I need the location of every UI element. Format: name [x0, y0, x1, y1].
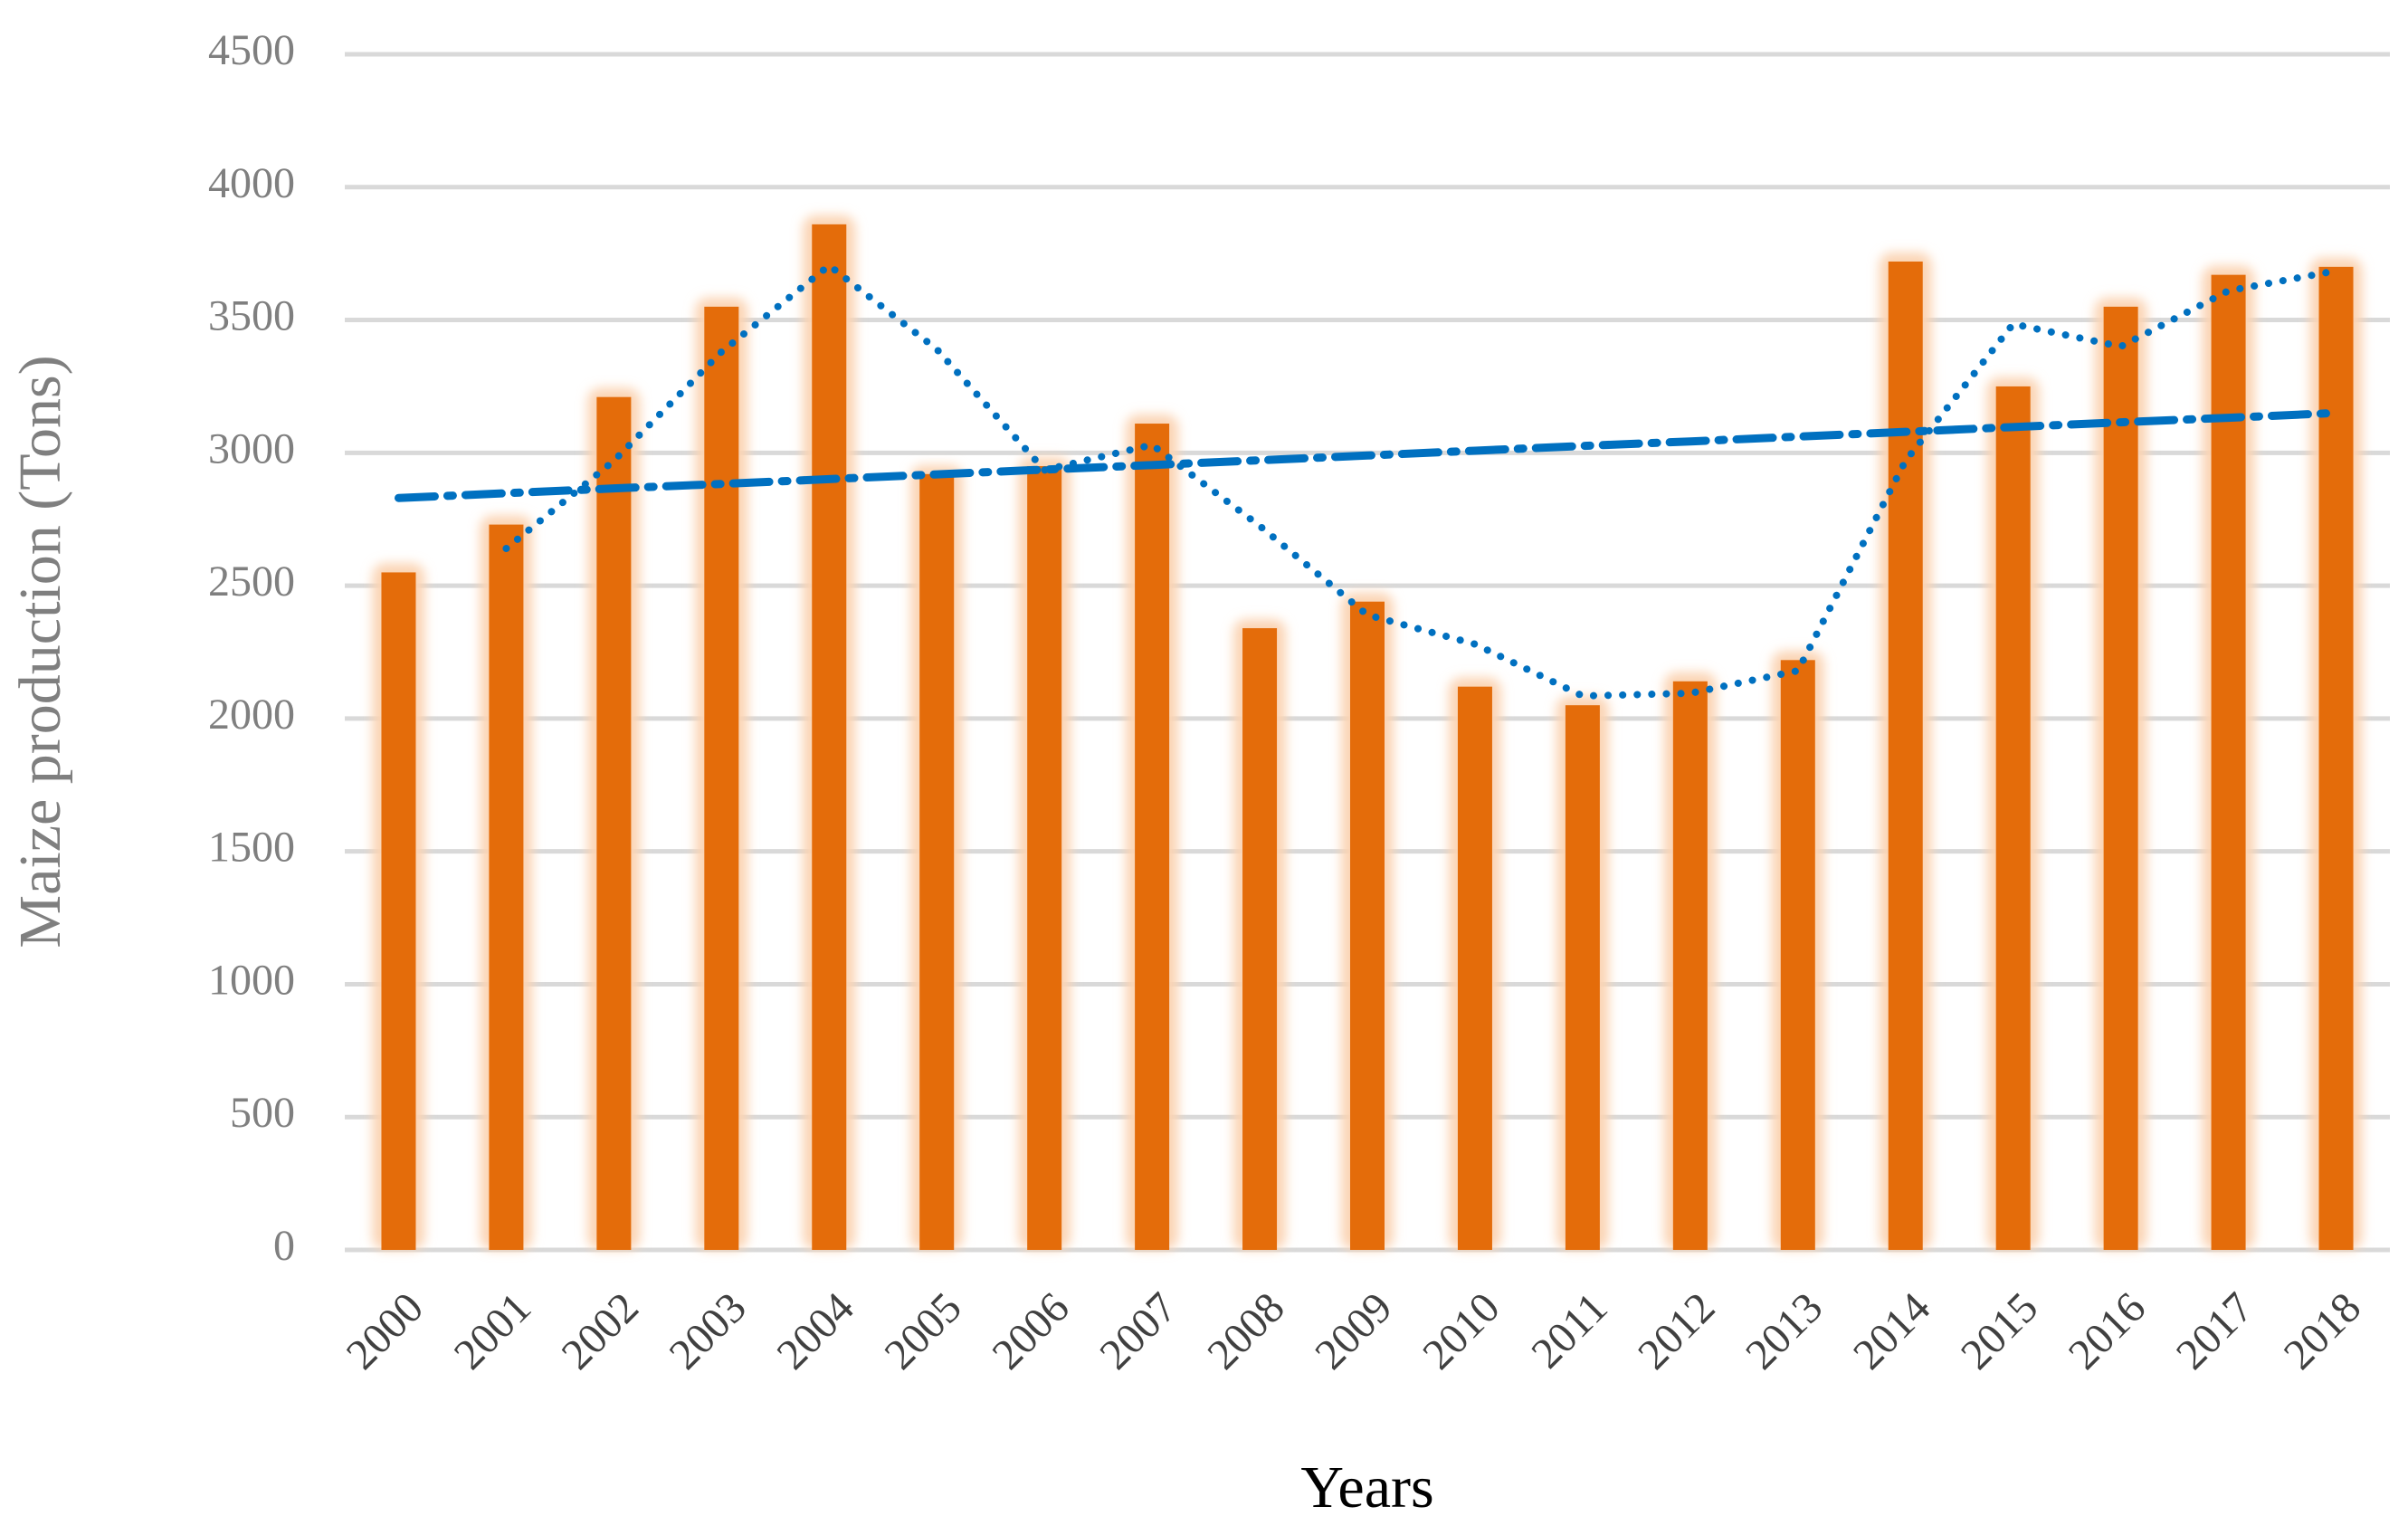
- y-axis-title: Maize production (Tons): [7, 355, 73, 948]
- y-tick-label: 4500: [208, 26, 295, 74]
- bar: [2211, 274, 2246, 1250]
- y-tick-label: 2000: [208, 691, 295, 739]
- overlay-line: [394, 408, 2341, 502]
- x-tick-label: 2011: [1522, 1283, 1616, 1378]
- x-tick-label: 2016: [2060, 1283, 2155, 1378]
- y-tick-label: 4000: [208, 159, 295, 207]
- x-tick-label: 2012: [1629, 1283, 1724, 1378]
- bar: [596, 396, 632, 1251]
- bar: [2318, 266, 2354, 1250]
- y-tick-label: 1500: [208, 824, 295, 872]
- y-tick-label: 500: [230, 1089, 295, 1137]
- y-tick-label: 1000: [208, 956, 295, 1004]
- x-tick-label: 2003: [661, 1283, 756, 1378]
- bar: [489, 524, 524, 1250]
- x-tick-label: 2009: [1306, 1283, 1401, 1378]
- bar: [1888, 261, 1923, 1250]
- bar: [1457, 686, 1492, 1250]
- x-tick-label: 2004: [767, 1283, 862, 1378]
- x-tick-label: 2018: [2275, 1283, 2370, 1378]
- x-tick-label: 2014: [1844, 1283, 1939, 1378]
- x-tick-label: 2015: [1952, 1283, 2047, 1378]
- bar: [919, 473, 955, 1250]
- x-tick-label: 2006: [983, 1283, 1078, 1378]
- x-tick-label: 2005: [875, 1283, 970, 1378]
- bar: [1027, 466, 1062, 1250]
- bar: [704, 306, 739, 1250]
- bar: [1135, 424, 1170, 1250]
- y-tick-label: 3000: [208, 424, 295, 472]
- bar: [1995, 386, 2031, 1250]
- x-tick-label: 2013: [1737, 1283, 1832, 1378]
- x-tick-label: 2008: [1198, 1283, 1293, 1378]
- y-tick-label: 0: [273, 1222, 295, 1270]
- x-tick-label: 2017: [2167, 1283, 2262, 1378]
- bar: [381, 572, 416, 1250]
- y-tick-label: 2500: [208, 558, 295, 605]
- y-tick-label: 3500: [208, 292, 295, 340]
- x-axis-title: Years: [1300, 1454, 1433, 1521]
- bar: [812, 224, 847, 1251]
- bar: [1565, 705, 1600, 1250]
- overlay-line: [502, 261, 2340, 700]
- x-tick-label: 2000: [338, 1283, 433, 1378]
- bar: [1780, 660, 1815, 1250]
- x-tick-label: 2007: [1090, 1283, 1185, 1378]
- bar: [1242, 628, 1278, 1250]
- bar: [1672, 681, 1708, 1250]
- x-tick-label: 2001: [445, 1283, 540, 1378]
- x-tick-label: 2002: [553, 1283, 648, 1378]
- bar: [2103, 306, 2138, 1250]
- bar: [1350, 601, 1385, 1250]
- x-tick-label: 2010: [1413, 1283, 1509, 1378]
